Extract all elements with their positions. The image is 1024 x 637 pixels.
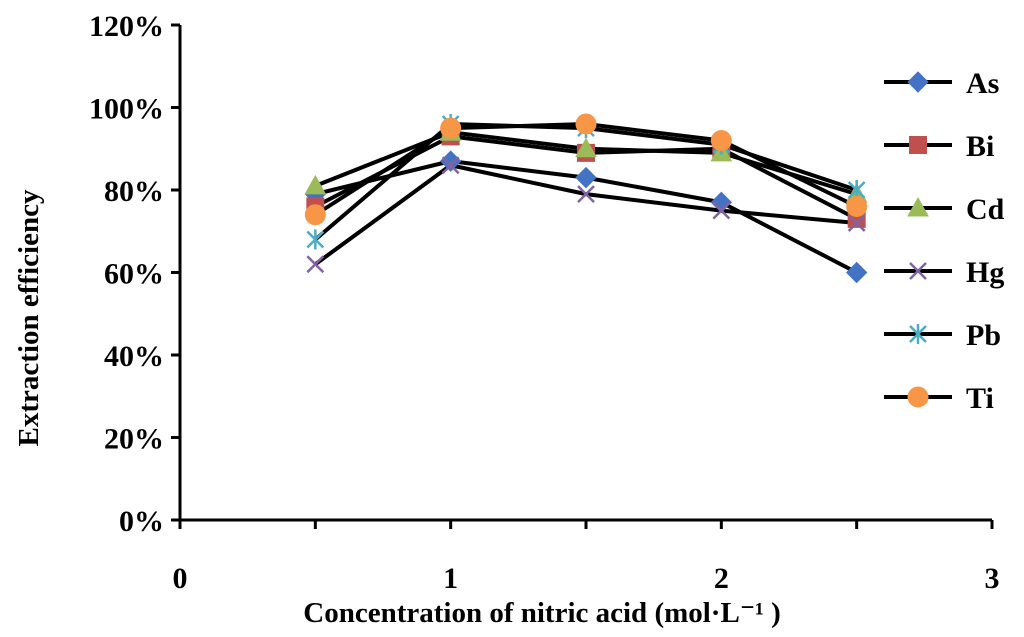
legend-marker-pb xyxy=(909,324,927,344)
data-point-hg-stroke xyxy=(306,255,325,274)
y-tick-label: 120% xyxy=(89,10,164,43)
data-point-as xyxy=(845,261,868,284)
data-point-ti xyxy=(710,130,732,151)
y-tick-label: 60% xyxy=(104,258,164,291)
chart-axes xyxy=(178,25,992,522)
x-tick-label: 3 xyxy=(985,562,1000,595)
y-tick-label: 40% xyxy=(104,340,164,373)
legend-label-pb: Pb xyxy=(966,319,1001,352)
chart-series-markers xyxy=(304,113,868,284)
data-point-cd xyxy=(304,174,327,195)
legend-label-bi: Bi xyxy=(966,130,994,163)
data-point-hg xyxy=(441,156,460,175)
data-point-hg-stroke xyxy=(577,185,595,204)
legend-marker-hg-stroke xyxy=(909,262,927,280)
data-point-ti xyxy=(440,117,462,139)
data-point-hg-stroke xyxy=(847,214,866,232)
data-point-hg-stroke xyxy=(712,201,731,220)
legend-marker-hg xyxy=(909,262,927,280)
data-point-ti xyxy=(846,196,868,217)
x-tick-label: 1 xyxy=(443,562,458,595)
data-point-as xyxy=(575,166,597,189)
y-tick-label: 20% xyxy=(104,423,164,456)
data-point-hg xyxy=(306,255,325,274)
data-point-pb xyxy=(306,229,325,250)
data-point-hg xyxy=(712,201,731,220)
y-tick-label: 80% xyxy=(104,175,164,208)
legend-label-ti: Ti xyxy=(966,382,994,415)
data-point-hg-stroke xyxy=(441,156,460,175)
legend-marker-as xyxy=(907,71,929,93)
data-point-cd xyxy=(575,137,597,158)
chart-legend: As Bi Cd Hg Pb Ti xyxy=(884,67,1005,415)
legend-label-cd: Cd xyxy=(966,193,1005,226)
data-point-hg xyxy=(847,214,866,232)
chart-ticks: 0% 20% 40% 60% 80% 100% 120% 0 1 2 3 xyxy=(89,10,1000,595)
legend-marker-bi xyxy=(909,136,927,154)
x-axis-label: Concentration of nitric acid (mol·L⁻¹ ) xyxy=(303,597,780,629)
legend-marker-ti xyxy=(907,386,929,408)
y-tick-label: 0% xyxy=(119,505,164,538)
data-point-hg xyxy=(577,185,595,204)
legend-label-hg: Hg xyxy=(966,256,1004,289)
x-tick-label: 2 xyxy=(714,562,729,595)
y-axis-label: Extraction efficiency xyxy=(13,189,45,446)
y-tick-label: 100% xyxy=(89,93,164,126)
x-tick-label: 0 xyxy=(173,562,188,595)
data-point-ti xyxy=(575,113,597,135)
legend-label-as: As xyxy=(966,67,999,100)
legend-marker-cd xyxy=(907,196,929,217)
data-point-ti xyxy=(304,204,326,226)
